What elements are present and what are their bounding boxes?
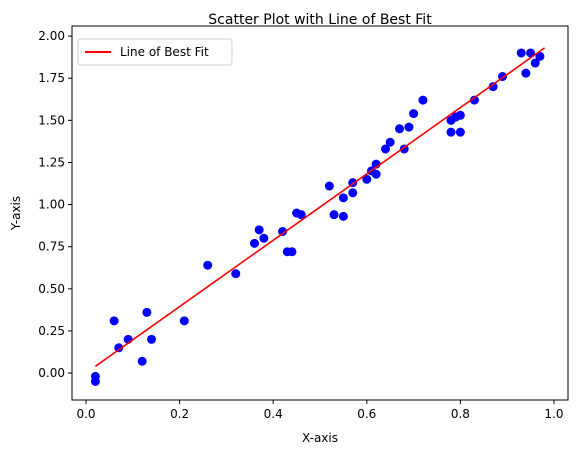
scatter-point (362, 174, 372, 184)
scatter-point (371, 169, 381, 179)
y-tick-label: 1.50 (38, 113, 65, 127)
scatter-point (137, 356, 147, 366)
x-tick-label: 0.0 (76, 407, 95, 421)
x-axis-label: X-axis (302, 431, 338, 445)
scatter-point (278, 227, 288, 237)
y-tick-label: 0.00 (38, 366, 65, 380)
scatter-point (455, 127, 465, 137)
y-tick-label: 1.00 (38, 198, 65, 212)
legend-box (77, 38, 233, 66)
scatter-point (147, 334, 157, 344)
scatter-point (287, 247, 297, 257)
scatter-point (259, 233, 269, 243)
scatter-point (249, 238, 259, 248)
scatter-point (404, 122, 414, 132)
y-tick-label: 2.00 (38, 29, 65, 43)
y-tick-label: 1.75 (38, 71, 65, 85)
scatter-point (446, 127, 456, 137)
scatter-point (521, 68, 531, 78)
y-tick-label: 1.25 (38, 155, 65, 169)
scatter-point (535, 51, 545, 61)
legend-label-line-of-best-fit: Line of Best Fit (120, 45, 209, 59)
scatter-point (324, 181, 334, 191)
scatter-point (231, 269, 241, 279)
y-axis-ticks: 0.00 0.25 0.50 0.75 1.00 1.25 1.50 1.75 2.00 (38, 29, 72, 380)
x-tick-label: 0.8 (451, 407, 470, 421)
y-tick-label: 0.75 (38, 240, 65, 254)
chart-title: Scatter Plot with Line of Best Fit (208, 12, 432, 28)
x-tick-label: 0.4 (264, 407, 283, 421)
best-fit-line (94, 47, 546, 367)
scatter-point (142, 307, 152, 317)
scatter-point (90, 371, 100, 381)
scatter-point (254, 225, 264, 235)
y-axis-label: Y-axis (9, 196, 23, 231)
scatter-point (455, 110, 465, 120)
scatter-point (409, 109, 419, 119)
scatter-point (179, 316, 189, 326)
scatter-point (488, 82, 498, 92)
chart-marks (90, 47, 546, 386)
x-tick-label: 0.6 (357, 407, 376, 421)
plot-area (71, 25, 569, 401)
scatter-point (516, 48, 526, 58)
y-tick-label: 0.50 (38, 282, 65, 296)
scatter-point (526, 48, 536, 58)
scatter-point (385, 137, 395, 147)
scatter-point (469, 95, 479, 105)
scatter-point (114, 343, 124, 353)
scatter-point (530, 58, 540, 68)
scatter-point (329, 210, 339, 220)
x-tick-label: 0.2 (170, 407, 189, 421)
scatter-point (109, 316, 119, 326)
scatter-point (203, 260, 213, 270)
scatter-point (338, 193, 348, 203)
x-axis-ticks: 0.0 0.2 0.4 0.6 0.8 1.0 (76, 400, 564, 421)
y-tick-label: 0.25 (38, 324, 65, 338)
scatter-point (418, 95, 428, 105)
legend: Line of Best Fit (77, 38, 233, 66)
scatter-point (338, 211, 348, 221)
scatter-point (395, 124, 405, 134)
scatter-point (348, 188, 358, 198)
scatter-point (381, 144, 391, 154)
scatter-point (296, 210, 306, 220)
x-tick-label: 1.0 (544, 407, 563, 421)
